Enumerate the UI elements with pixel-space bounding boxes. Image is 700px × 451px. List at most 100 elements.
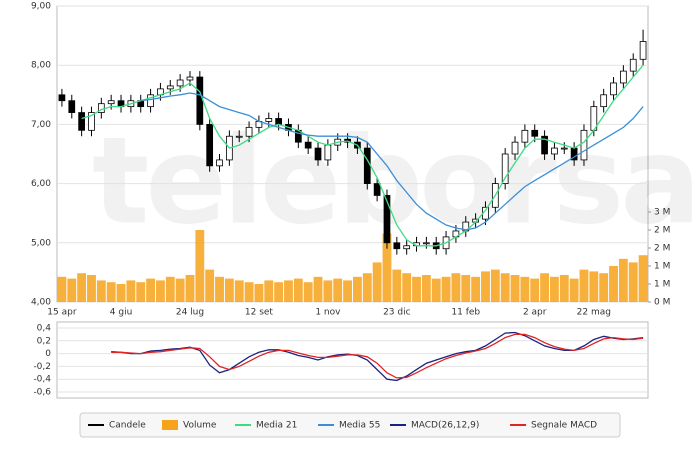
volume-bar <box>293 278 303 302</box>
volume-bar <box>116 284 126 302</box>
volume-bar <box>589 271 599 302</box>
macd-plot-frame <box>56 321 649 399</box>
volume-bar <box>638 255 648 302</box>
candle-body <box>551 147 558 155</box>
volume-bar <box>244 282 254 302</box>
volume-bar <box>382 233 392 302</box>
candle-body <box>166 85 174 90</box>
candle-body <box>531 129 539 137</box>
y2-tick-label: 2 M <box>654 244 670 254</box>
candle-body <box>541 135 548 155</box>
y2-tick-label: 0 M <box>654 298 670 308</box>
volume-bar <box>323 280 333 302</box>
volume-bar <box>490 269 500 302</box>
volume-bar <box>372 262 382 302</box>
y2-tick-label: 1 M <box>654 262 670 272</box>
candle-body <box>403 245 411 250</box>
candle-body <box>629 58 637 72</box>
main-plot-frame <box>56 5 649 303</box>
candle-body <box>68 100 76 113</box>
y-tick-label: 4,00 <box>31 298 51 308</box>
volume-bar <box>530 278 540 302</box>
x-tick-label: 24 lug <box>176 308 204 318</box>
volume-bar <box>333 278 343 302</box>
volume-bar <box>77 273 87 302</box>
volume-bar <box>609 266 618 302</box>
volume-bar <box>87 275 96 302</box>
volume-bar <box>284 280 293 302</box>
candle-body <box>275 118 282 125</box>
legend-label: Candele <box>109 421 146 431</box>
candle-body <box>245 126 253 137</box>
y-tick-label: 0,4 <box>37 324 52 334</box>
candle-body <box>521 129 529 143</box>
candle-body <box>235 135 243 138</box>
x-tick-label: 22 mag <box>577 308 611 318</box>
candle-body <box>216 159 223 167</box>
volume-bar <box>264 280 274 302</box>
candle-body <box>423 242 430 245</box>
volume-bar <box>136 282 146 302</box>
candle-body <box>186 76 194 81</box>
volume-bar <box>224 278 234 302</box>
candle-body <box>393 242 401 250</box>
candle-body <box>78 112 85 131</box>
volume-bar <box>362 273 372 302</box>
volume-bar <box>540 273 550 302</box>
volume-bar <box>628 262 638 302</box>
candle-body <box>383 195 391 244</box>
volume-bar <box>481 271 490 302</box>
y2-tick-label: 2 M <box>654 226 670 236</box>
volume-bar <box>599 273 609 302</box>
volume-bar <box>343 280 353 302</box>
candle-body <box>176 79 184 87</box>
volume-bar <box>185 275 195 302</box>
line-series <box>140 92 644 231</box>
volume-bar <box>451 273 461 302</box>
legend-label: Media 21 <box>256 421 297 431</box>
volume-bar <box>106 282 116 302</box>
y-tick-label: 8,00 <box>31 61 51 71</box>
candle-body <box>600 94 608 108</box>
volume-bar <box>461 275 471 302</box>
y2-tick-label: 3 M <box>654 208 670 218</box>
volume-bar <box>195 230 205 302</box>
volume-bar <box>402 273 412 302</box>
candle-body <box>314 147 322 161</box>
volume-bar <box>146 278 156 302</box>
x-tick-label: 11 feb <box>451 308 480 318</box>
volume-bar <box>412 276 421 302</box>
volume-bar <box>215 276 224 302</box>
legend-swatch <box>162 420 178 430</box>
candle-body <box>196 76 204 125</box>
candle-body <box>580 129 588 161</box>
volume-bar <box>431 278 441 302</box>
candle-body <box>363 147 371 185</box>
volume-bar <box>234 280 244 302</box>
volume-bar <box>579 269 589 302</box>
candle-body <box>639 41 647 60</box>
volume-bar <box>96 280 106 302</box>
y-tick-label: -0,4 <box>33 375 51 385</box>
y-tick-label: -0,2 <box>33 362 51 372</box>
volume-bar <box>126 280 136 302</box>
candle-body <box>560 147 568 150</box>
candle-body <box>610 82 617 96</box>
x-tick-label: 1 nov <box>315 308 341 318</box>
x-tick-label: 4 giu <box>110 308 133 318</box>
candle-body <box>147 94 154 108</box>
candle-body <box>88 112 95 131</box>
volume-bar <box>471 276 481 302</box>
legend-label: MACD(26,12,9) <box>411 421 479 431</box>
volume-bar <box>559 275 569 302</box>
volume-bar <box>254 284 264 302</box>
x-tick-label: 23 dic <box>383 308 411 318</box>
candle-body <box>265 118 273 122</box>
candle-body <box>501 153 509 185</box>
candle-body <box>107 100 115 105</box>
candle-body <box>324 144 332 161</box>
volume-bar <box>549 276 559 302</box>
volume-bar <box>175 278 185 302</box>
y-tick-label: 7,00 <box>31 120 51 130</box>
